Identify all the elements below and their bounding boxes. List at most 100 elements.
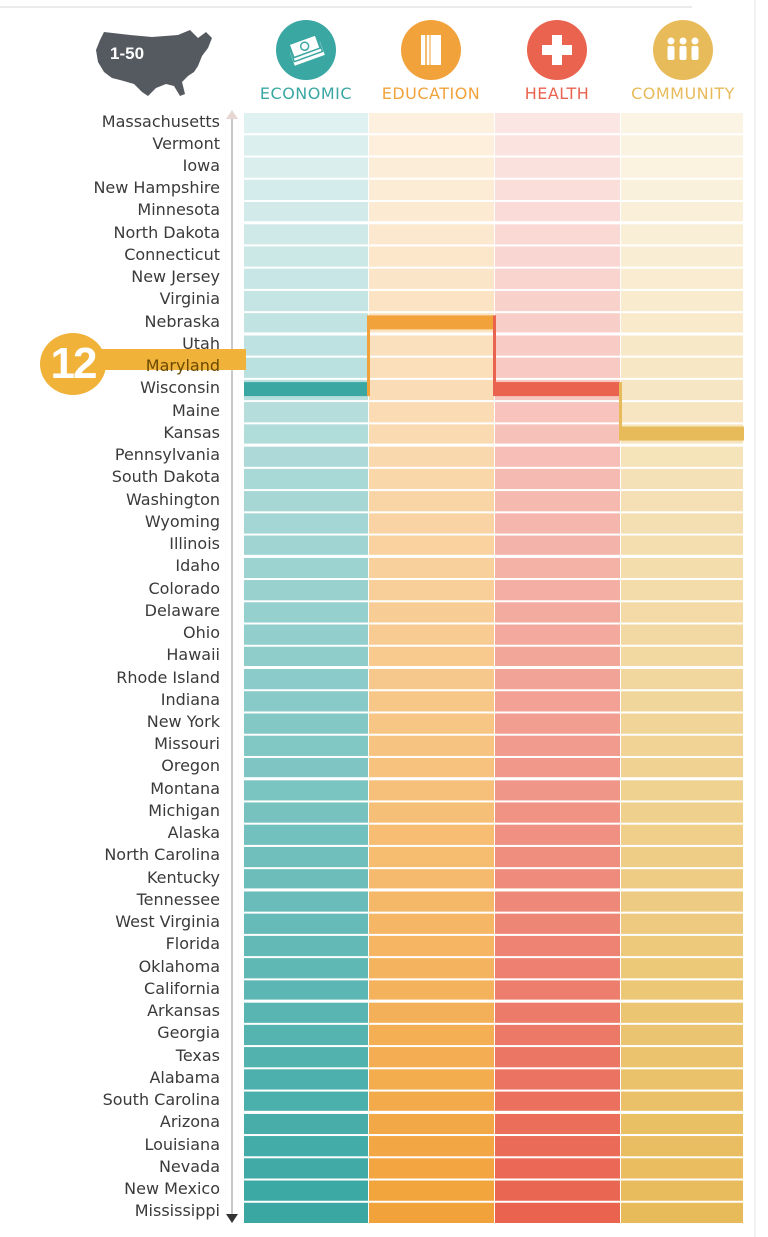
- heatmap-cell-community: [621, 491, 743, 512]
- state-label: Montana: [150, 778, 220, 798]
- heatmap-cell-community: [621, 268, 743, 289]
- heatmap-cell-education: [369, 1047, 494, 1068]
- heatmap-cell-health: [495, 535, 620, 556]
- heatmap-cell-education: [369, 713, 494, 734]
- heatmap-cell-health: [495, 1158, 620, 1179]
- heatmap-cell-economic: [244, 335, 368, 356]
- heatmap-cell-economic: [244, 535, 368, 556]
- heatmap-cell-education: [369, 1136, 494, 1157]
- heatmap-cell-community: [621, 1024, 743, 1046]
- heatmap-cell-economic: [244, 735, 368, 756]
- highlight-connector: [493, 315, 496, 397]
- heatmap-cell-health: [495, 802, 620, 823]
- heatmap-cell-education: [369, 557, 494, 579]
- heatmap-cell-economic: [244, 624, 368, 645]
- heatmap-cell-health: [495, 1002, 620, 1023]
- state-label: North Carolina: [104, 845, 220, 865]
- state-label: Alabama: [149, 1067, 220, 1087]
- heatmap-cell-education: [369, 846, 494, 868]
- heatmap-cell-education: [369, 780, 494, 801]
- heatmap-cell-community: [621, 468, 743, 490]
- heatmap-cell-health: [495, 1069, 620, 1090]
- heatmap-cell-health: [495, 157, 620, 178]
- heatmap-cell-community: [621, 646, 743, 667]
- state-label: Hawaii: [166, 645, 220, 665]
- heatmap-cell-community: [621, 1180, 743, 1201]
- heatmap-cell-education: [369, 224, 494, 245]
- heatmap-cell-economic: [244, 224, 368, 245]
- heatmap-cell-community: [621, 313, 743, 334]
- books-icon: [401, 20, 461, 80]
- heatmap-cell-education: [369, 491, 494, 512]
- state-label: Massachusetts: [101, 111, 220, 131]
- state-label: Oklahoma: [138, 956, 220, 976]
- heatmap-cell-education: [369, 179, 494, 200]
- heatmap-cell-community: [621, 135, 743, 156]
- heatmap-cell-education: [369, 869, 494, 890]
- state-label: Washington: [125, 489, 220, 509]
- heatmap-cell-education: [369, 1113, 494, 1135]
- axis-down-arrow-icon: [226, 1214, 238, 1223]
- heatmap-cell-education: [369, 1069, 494, 1090]
- heatmap-cell-education: [369, 646, 494, 667]
- group-separator: [244, 443, 744, 447]
- heatmap-cell-health: [495, 135, 620, 156]
- heatmap-cell-economic: [244, 1002, 368, 1023]
- heatmap-cell-health: [495, 602, 620, 623]
- heatmap-cell-health: [495, 1047, 620, 1068]
- state-label: Minnesota: [137, 200, 220, 220]
- state-label: New Hampshire: [93, 178, 220, 198]
- heatmap-cell-health: [495, 246, 620, 267]
- heatmap-cell-education: [369, 980, 494, 1001]
- heatmap-cell-health: [495, 1091, 620, 1112]
- axis-up-arrow-icon: [226, 110, 238, 119]
- heatmap-cell-education: [369, 669, 494, 690]
- heatmap-cell-economic: [244, 580, 368, 601]
- heatmap-cell-health: [495, 757, 620, 779]
- heatmap-cell-economic: [244, 468, 368, 490]
- heatmap-cell-education: [369, 290, 494, 312]
- heatmap-cell-health: [495, 179, 620, 200]
- heatmap-cell-community: [621, 379, 743, 401]
- heatmap-cell-education: [369, 379, 494, 401]
- heatmap-cell-community: [621, 691, 743, 712]
- heatmap-cell-economic: [244, 513, 368, 534]
- state-label: New Mexico: [124, 1179, 220, 1199]
- heatmap-cell-health: [495, 557, 620, 579]
- heatmap-cell-economic: [244, 201, 368, 223]
- heatmap-cell-education: [369, 1202, 494, 1223]
- header-health-label: HEALTH: [524, 84, 590, 103]
- state-label: Rhode Island: [116, 667, 220, 687]
- state-label: Virginia: [159, 289, 220, 309]
- heatmap-cell-education: [369, 201, 494, 223]
- heatmap-cell-education: [369, 624, 494, 645]
- heatmap-cell-education: [369, 1091, 494, 1112]
- highlight-segment-economic: [244, 382, 369, 397]
- heatmap-cell-economic: [244, 268, 368, 289]
- top-divider: [0, 6, 692, 8]
- heatmap-cell-community: [621, 624, 743, 645]
- heatmap-cell-economic: [244, 757, 368, 779]
- heatmap-cell-community: [621, 157, 743, 178]
- heatmap-cell-education: [369, 891, 494, 912]
- heatmap-cell-economic: [244, 1091, 368, 1112]
- group-separator: [244, 221, 744, 225]
- heatmap-cell-education: [369, 335, 494, 356]
- heatmap-cell-community: [621, 246, 743, 267]
- heatmap-cell-economic: [244, 424, 368, 445]
- heatmap-cell-economic: [244, 246, 368, 267]
- heatmap-cell-health: [495, 268, 620, 289]
- heatmap-cell-education: [369, 357, 494, 378]
- heatmap-cell-education: [369, 535, 494, 556]
- state-label: North Dakota: [113, 222, 220, 242]
- heatmap-cell-community: [621, 1113, 743, 1135]
- heatmap-cell-economic: [244, 1024, 368, 1046]
- state-label: Colorado: [148, 578, 220, 598]
- state-label: Oregon: [161, 756, 220, 776]
- state-label: Kansas: [163, 422, 220, 442]
- heatmap-cell-health: [495, 335, 620, 356]
- header-economic-label: ECONOMIC: [259, 84, 353, 103]
- state-label: Idaho: [175, 556, 220, 576]
- heatmap-cell-community: [621, 846, 743, 868]
